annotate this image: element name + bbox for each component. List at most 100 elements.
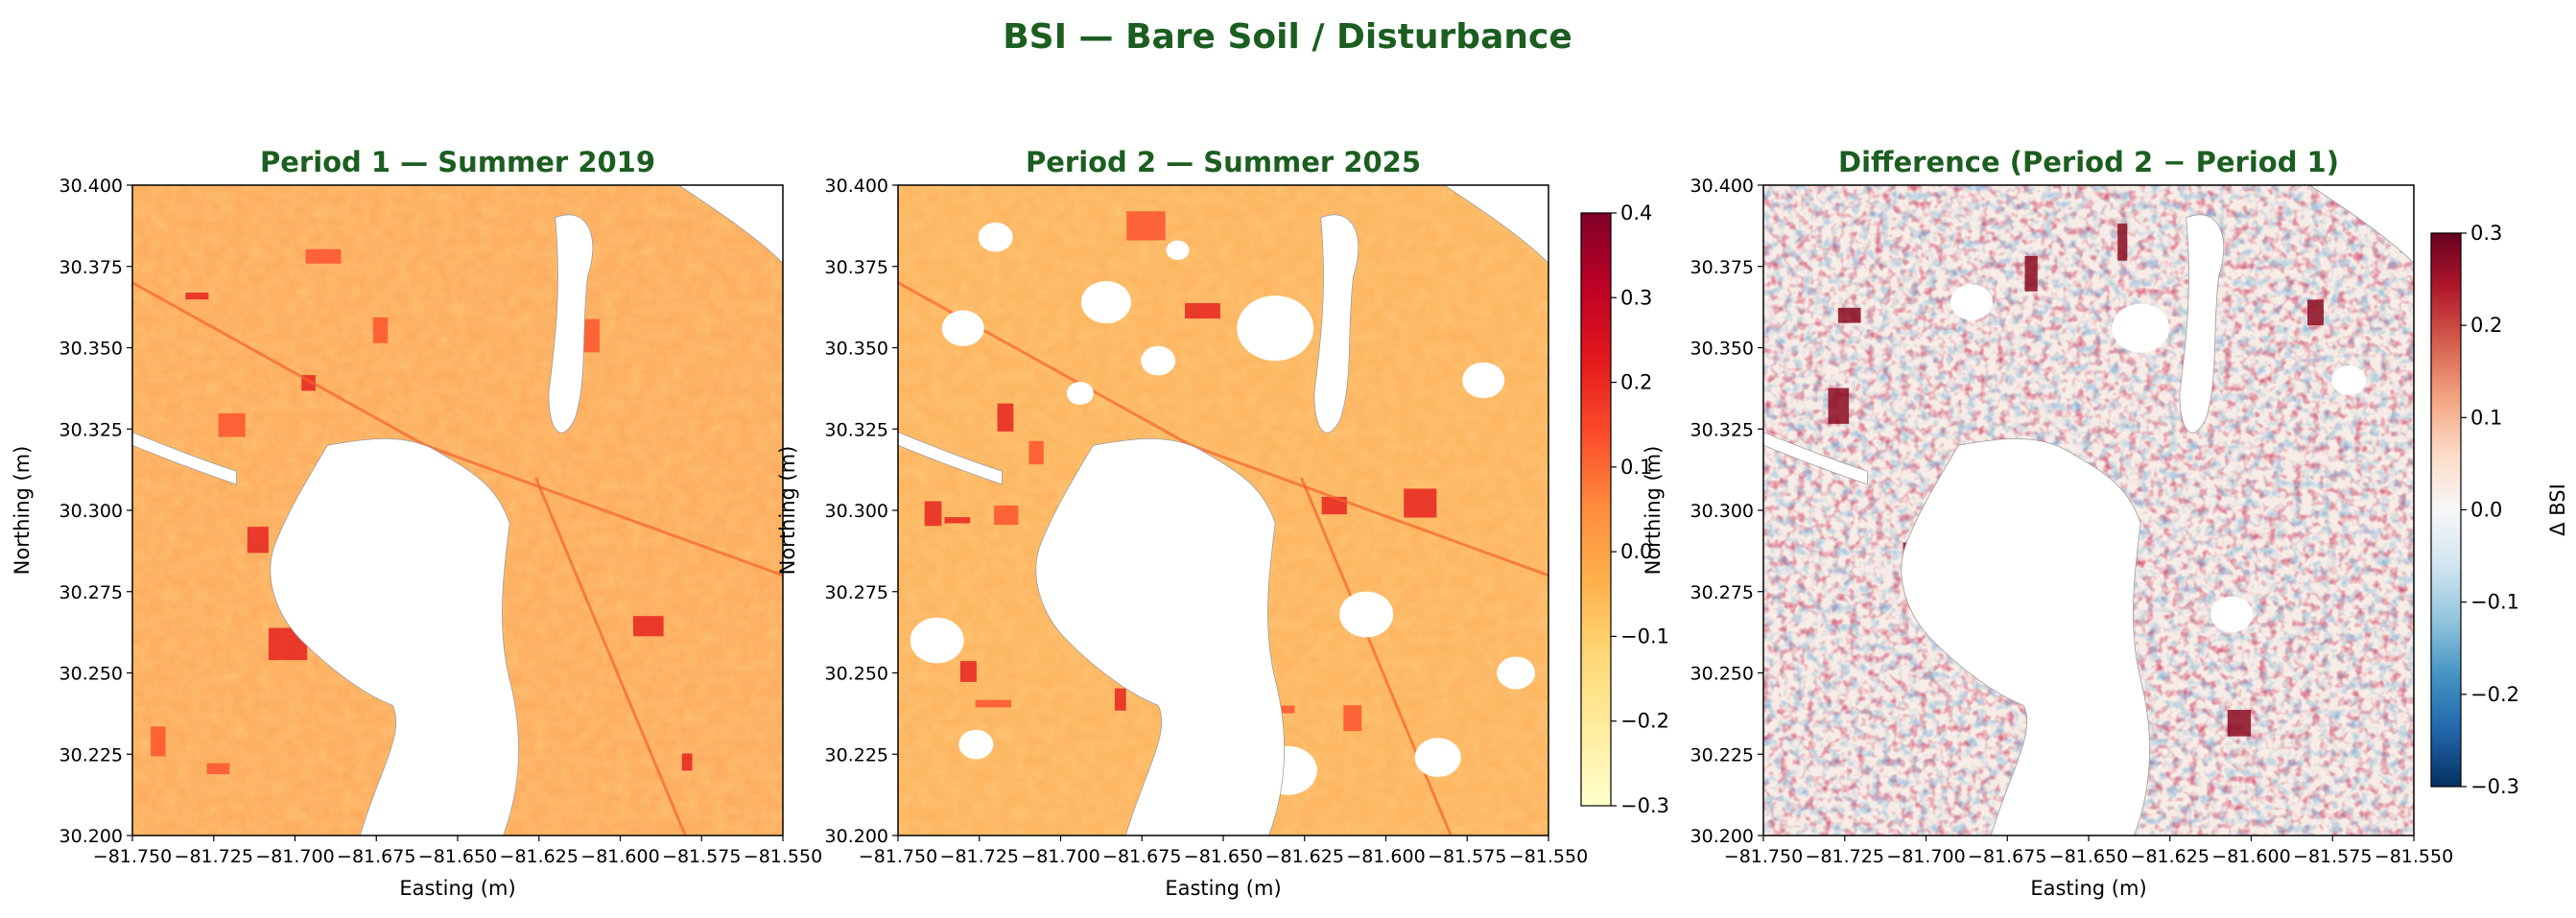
panel-period-2: Period 2 — Summer 2025 −81.750 −81.725 −81… [776, 146, 1669, 900]
colorbar-tick-label: −0.3 [1620, 794, 1669, 817]
y-axis-label: Northing (m) [1642, 446, 1665, 576]
masked-area [2331, 365, 2367, 395]
bare-soil-patch [959, 661, 977, 682]
masked-area [910, 617, 964, 664]
x-tick-label: −81.750 [93, 846, 172, 867]
y-tick-label: 30.225 [1690, 744, 1754, 765]
bare-soil-patch [1126, 211, 1166, 241]
x-tick-label: −81.750 [859, 846, 937, 867]
y-tick-label: 30.325 [825, 419, 888, 440]
colorbar-gradient [1580, 212, 1612, 807]
bare-soil-patch [185, 292, 209, 300]
colorbar-tick-label: −0.1 [2470, 591, 2519, 614]
x-tick-label: −81.700 [1886, 846, 1965, 867]
y-tick-label: 30.350 [1690, 339, 1754, 360]
masked-area [1497, 656, 1536, 690]
masked-area [941, 310, 984, 346]
y-tick-label: 30.375 [1690, 257, 1754, 278]
y-tick-label: 30.400 [825, 176, 888, 197]
road-line [534, 477, 687, 836]
y-tick-label: 30.300 [1690, 501, 1754, 522]
bare-soil-patch [1028, 440, 1044, 465]
colorbar-bsi: 0.4 0.3 0.2 0.1 0.0 −0.1 −0.2 −0.3 [1580, 201, 1669, 817]
y-axis-label: Northing (m) [11, 446, 34, 576]
y-tick-label: 30.375 [825, 257, 888, 278]
colorbar-tick-label: 0.3 [2470, 222, 2502, 245]
y-tick-label: 30.225 [59, 744, 123, 765]
increase-patch [2307, 299, 2324, 326]
water-body [548, 214, 594, 434]
x-tick-label: −81.550 [744, 846, 822, 867]
bare-soil-patch [1269, 705, 1295, 714]
y-tick-label: 30.375 [59, 257, 123, 278]
y-tick-label: 30.200 [825, 826, 888, 847]
x-tick-label: −81.625 [2131, 846, 2210, 867]
x-tick-label: −81.700 [1021, 846, 1099, 867]
colorbar-tick-label: −0.2 [2470, 683, 2519, 706]
colorbar-tick-label: 0.1 [1620, 456, 1652, 479]
masked-area [2112, 303, 2170, 353]
bare-soil-patch [997, 403, 1014, 432]
x-axis-label: Easting (m) [1165, 877, 1281, 900]
bare-soil-patch [218, 412, 246, 437]
bare-soil-patch [681, 753, 693, 771]
bare-soil-patch [247, 527, 269, 553]
y-axis-ticks: 30.200 30.225 30.250 30.275 30.300 30.325 30.3… [1690, 176, 1763, 847]
y-tick-label: 30.325 [1690, 419, 1754, 440]
colorbar-delta-bsi: 0.3 0.2 0.1 0.0 −0.1 −0.2 −0.3 Δ BSI [2430, 222, 2569, 798]
masked-area [1462, 362, 1505, 399]
y-tick-label: 30.350 [825, 339, 888, 360]
increase-patch [2024, 255, 2038, 292]
masked-area [1066, 382, 1094, 405]
panel-title: Difference (Period 2 − Period 1) [1838, 146, 2339, 178]
figure-title: BSI — Bare Soil / Disturbance [1003, 17, 1572, 57]
x-tick-label: −81.575 [2293, 846, 2372, 867]
y-tick-label: 30.250 [59, 664, 123, 685]
water-body [1763, 432, 1868, 485]
colorbar-tick-label: −0.2 [1620, 710, 1669, 733]
x-tick-label: −81.600 [580, 846, 659, 867]
x-tick-label: −81.750 [1724, 846, 1803, 867]
bare-soil-patch [1343, 705, 1362, 732]
colorbar-tick-label: 0.1 [2470, 406, 2502, 429]
y-tick-label: 30.225 [825, 744, 888, 765]
x-tick-label: −81.600 [1346, 846, 1425, 867]
bare-soil-patch [1115, 688, 1126, 711]
masked-area [978, 222, 1013, 252]
water-body [1313, 214, 1359, 434]
x-tick-label: −81.575 [1428, 846, 1506, 867]
bare-soil-patch [994, 505, 1019, 526]
y-tick-label: 30.250 [825, 664, 888, 685]
x-tick-label: −81.600 [2211, 846, 2290, 867]
y-tick-label: 30.325 [59, 419, 123, 440]
x-tick-label: −81.550 [2375, 846, 2453, 867]
x-tick-label: −81.625 [1265, 846, 1344, 867]
map-raster [1763, 185, 2414, 836]
y-tick-label: 30.275 [59, 582, 123, 603]
colorbar-label: Δ BSI [2546, 483, 2569, 536]
colorbar-tick-label: 0.4 [1620, 201, 1652, 224]
masked-area [2210, 596, 2254, 633]
increase-patch [1828, 388, 1850, 424]
masked-area [1166, 240, 1190, 260]
y-axis-ticks: 30.200 30.225 30.250 30.275 30.300 30.325 30.3… [59, 176, 132, 847]
x-tick-label: −81.650 [418, 846, 497, 867]
x-axis-label: Easting (m) [399, 877, 515, 900]
masked-area [1080, 280, 1131, 324]
x-axis-ticks: −81.750 −81.725 −81.700 −81.675 −81.650 −81.6… [1724, 836, 2453, 867]
bare-soil-patch [372, 317, 389, 343]
bare-soil-patch [305, 248, 342, 264]
colorbar-tick-label: −0.1 [1620, 624, 1669, 647]
increase-patch [2227, 709, 2252, 737]
x-tick-label: −81.650 [1184, 846, 1263, 867]
bare-soil-patch [1185, 303, 1220, 319]
x-tick-label: −81.725 [175, 846, 253, 867]
panel-title: Period 2 — Summer 2025 [1026, 146, 1421, 178]
y-tick-label: 30.200 [1690, 826, 1754, 847]
masked-area [958, 729, 994, 760]
bsi-difference-map [1762, 184, 2415, 836]
masked-area [1339, 591, 1394, 638]
y-tick-label: 30.275 [825, 582, 888, 603]
water-body [132, 432, 237, 485]
